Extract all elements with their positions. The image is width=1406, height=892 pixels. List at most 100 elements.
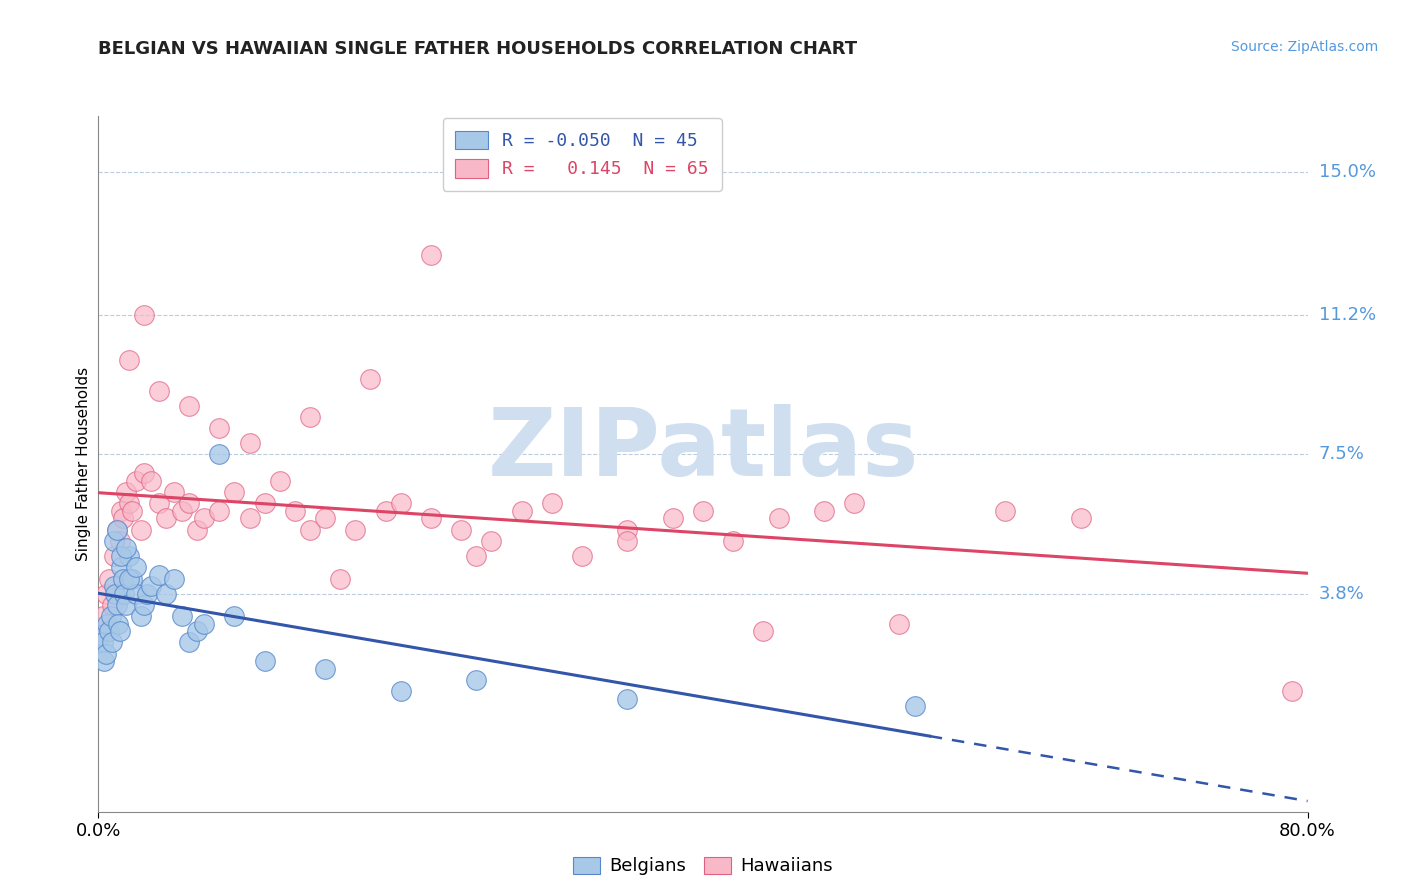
Point	[170, 504, 193, 518]
Point	[177, 635, 201, 649]
Point	[889, 616, 911, 631]
Point	[253, 654, 276, 668]
Point	[135, 586, 157, 600]
Point	[141, 474, 163, 488]
Point	[813, 504, 835, 518]
Point	[155, 511, 177, 525]
Point	[186, 624, 208, 639]
Point	[90, 624, 112, 639]
Point	[450, 523, 472, 537]
Point	[177, 399, 201, 413]
Point	[112, 586, 135, 600]
Point	[465, 673, 488, 687]
Point	[118, 353, 141, 368]
Point	[94, 647, 117, 661]
Point	[163, 572, 186, 586]
Point	[129, 523, 152, 537]
Point	[132, 467, 155, 481]
Point	[118, 572, 141, 586]
Point	[148, 567, 170, 582]
Point	[103, 533, 125, 548]
Point	[419, 511, 441, 525]
Point	[107, 616, 129, 631]
Point	[844, 496, 866, 510]
Point	[148, 384, 170, 398]
Point	[344, 523, 367, 537]
Point	[96, 616, 118, 631]
Point	[239, 436, 262, 450]
Point	[105, 523, 128, 537]
Point	[177, 496, 201, 510]
Point	[692, 504, 714, 518]
Point	[101, 598, 124, 612]
Point	[1281, 684, 1303, 698]
Point	[148, 496, 170, 510]
Point	[224, 609, 246, 624]
Point	[239, 511, 262, 525]
Point	[100, 609, 122, 624]
Point	[111, 511, 134, 525]
Point	[193, 511, 215, 525]
Point	[186, 523, 208, 537]
Point	[752, 624, 775, 639]
Point	[208, 504, 231, 518]
Text: ZIPatlas: ZIPatlas	[488, 404, 918, 496]
Point	[616, 523, 638, 537]
Legend: Belgians, Hawaiians: Belgians, Hawaiians	[565, 849, 841, 883]
Point	[155, 586, 177, 600]
Point	[768, 511, 790, 525]
Text: 7.5%: 7.5%	[1319, 445, 1365, 464]
Point	[114, 541, 136, 556]
Point	[1070, 511, 1092, 525]
Point	[105, 523, 128, 537]
Point	[125, 560, 148, 574]
Text: Source: ZipAtlas.com: Source: ZipAtlas.com	[1230, 40, 1378, 54]
Point	[224, 485, 246, 500]
Text: 15.0%: 15.0%	[1319, 163, 1375, 181]
Point	[103, 549, 125, 563]
Point	[360, 372, 382, 386]
Point	[110, 549, 132, 563]
Point	[94, 586, 117, 600]
Point	[163, 485, 186, 500]
Point	[101, 635, 124, 649]
Point	[571, 549, 593, 563]
Point	[121, 504, 143, 518]
Point	[208, 421, 231, 435]
Point	[314, 662, 336, 676]
Point	[389, 684, 412, 698]
Point	[616, 533, 638, 548]
Point	[108, 533, 131, 548]
Point	[91, 635, 114, 649]
Text: 3.8%: 3.8%	[1319, 584, 1364, 603]
Point	[374, 504, 396, 518]
Point	[121, 572, 143, 586]
Point	[994, 504, 1017, 518]
Point	[299, 409, 322, 424]
Point	[93, 654, 115, 668]
Point	[98, 624, 121, 639]
Point	[114, 598, 136, 612]
Point	[284, 504, 307, 518]
Point	[125, 474, 148, 488]
Point	[91, 609, 114, 624]
Text: 11.2%: 11.2%	[1319, 306, 1376, 325]
Point	[269, 474, 291, 488]
Point	[481, 533, 503, 548]
Point	[110, 560, 132, 574]
Point	[465, 549, 488, 563]
Point	[118, 496, 141, 510]
Point	[111, 572, 134, 586]
Point	[540, 496, 562, 510]
Point	[419, 248, 441, 262]
Point	[170, 609, 193, 624]
Point	[661, 511, 683, 525]
Point	[904, 699, 927, 714]
Point	[510, 504, 533, 518]
Point	[721, 533, 744, 548]
Point	[125, 586, 148, 600]
Point	[329, 572, 352, 586]
Point	[98, 572, 121, 586]
Point	[193, 616, 215, 631]
Point	[299, 523, 322, 537]
